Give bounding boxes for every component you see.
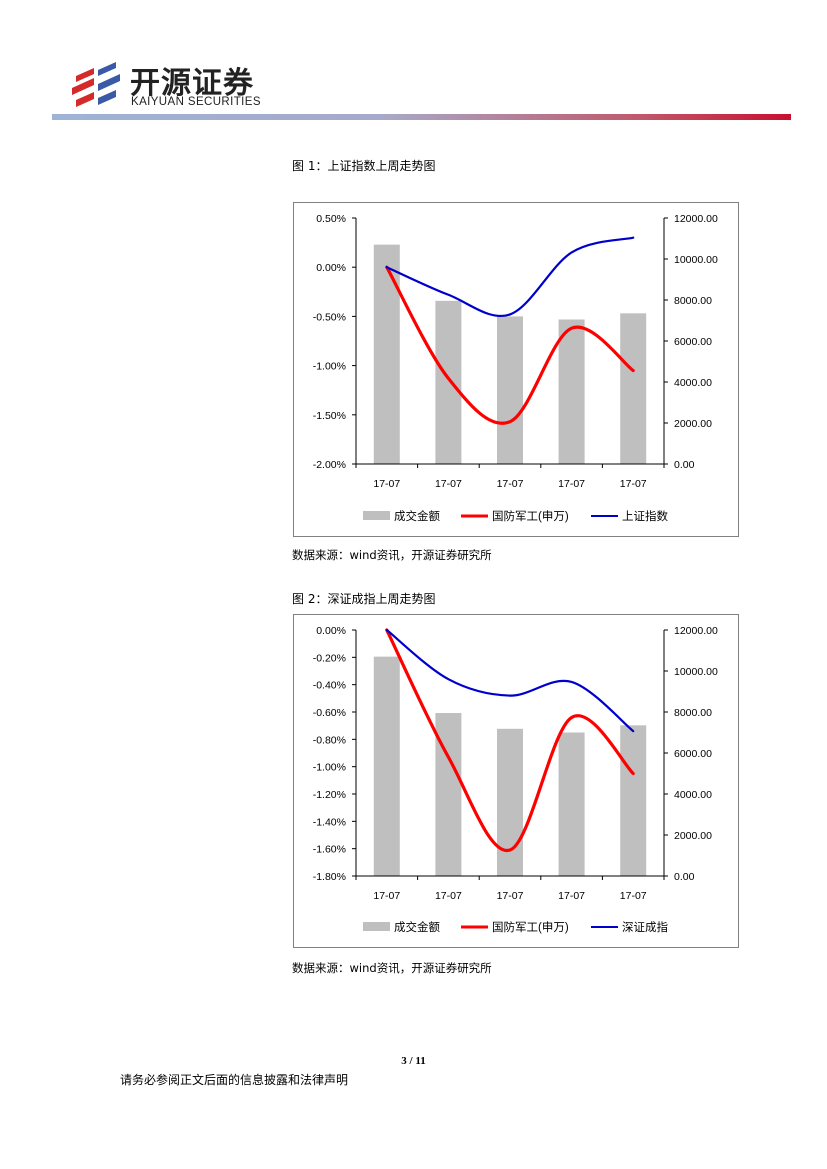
left-axis-tick-label: -1.00% xyxy=(313,361,346,373)
right-axis-tick-label: 12000.00 xyxy=(674,625,718,637)
volume-bar xyxy=(497,728,523,876)
x-axis-tick-label: 17-07 xyxy=(620,478,647,490)
right-axis-tick-label: 10000.00 xyxy=(674,254,718,266)
chart-shanghai-index: 0.50% 0.00% -0.50% -1.00% -1.50% -2.00% 12000.… xyxy=(293,202,739,537)
legend-label: 深证成指 xyxy=(622,920,668,934)
legend-label: 国防军工(申万) xyxy=(492,509,569,523)
x-axis-tick-label: 17-07 xyxy=(558,478,585,490)
left-axis-tick-label: 0.50% xyxy=(316,213,346,225)
volume-bar xyxy=(373,244,400,464)
right-axis-tick-label: 0.00 xyxy=(674,871,695,883)
left-axis-tick-label: -0.50% xyxy=(313,311,346,323)
left-axis-tick-label: -2.00% xyxy=(313,459,346,471)
legend-swatch xyxy=(363,922,390,931)
x-axis-tick-label: 17-07 xyxy=(373,890,400,902)
figure-2-title: 图 2：深证成指上周走势图 xyxy=(292,592,436,606)
volume-bar xyxy=(497,316,523,464)
right-axis-tick-label: 0.00 xyxy=(674,459,695,471)
x-axis-tick-label: 17-07 xyxy=(497,890,524,902)
left-axis-tick-label: -0.20% xyxy=(313,652,346,664)
series-line xyxy=(385,628,635,733)
x-axis-tick-label: 17-07 xyxy=(620,890,647,902)
left-axis-tick-label: -1.60% xyxy=(313,844,346,856)
page-number: 3 / 11 xyxy=(401,1055,426,1067)
logo-chinese-name: 开源证券 xyxy=(130,66,254,101)
right-axis-tick-label: 8000.00 xyxy=(674,707,712,719)
chart-shenzhen-component: 0.00% -0.20% -0.40% -0.60% -0.80% -1.00% -1.20… xyxy=(293,614,739,948)
volume-bar xyxy=(435,300,462,464)
left-axis-tick-label: -0.40% xyxy=(313,680,346,692)
volume-bar xyxy=(620,725,647,876)
logo-english-name: KAIYUAN SECURITIES xyxy=(131,96,261,108)
x-axis-tick-label: 17-07 xyxy=(497,478,524,490)
left-axis-tick-label: -0.60% xyxy=(313,707,346,719)
left-axis-tick-label: 0.00% xyxy=(316,262,346,274)
right-axis-tick-label: 6000.00 xyxy=(674,748,712,760)
legend-label: 上证指数 xyxy=(622,509,668,523)
x-axis-tick-label: 17-07 xyxy=(373,478,400,490)
right-axis-tick-label: 2000.00 xyxy=(674,830,712,842)
left-axis-tick-label: -0.80% xyxy=(313,734,346,746)
right-axis-tick-label: 10000.00 xyxy=(674,666,718,678)
figure-2-source: 数据来源：wind资讯，开源证券研究所 xyxy=(292,961,492,975)
left-axis-tick-label: 0.00% xyxy=(316,625,346,637)
right-axis-tick-label: 4000.00 xyxy=(674,377,712,389)
left-axis-tick-label: -1.40% xyxy=(313,816,346,828)
left-axis-tick-label: -1.80% xyxy=(313,871,346,883)
volume-bar xyxy=(558,319,585,464)
legend-label: 成交金额 xyxy=(394,509,440,523)
volume-bar xyxy=(373,656,400,876)
x-axis-tick-label: 17-07 xyxy=(558,890,585,902)
x-axis-tick-label: 17-07 xyxy=(435,890,462,902)
legend-swatch xyxy=(363,511,390,520)
right-axis-tick-label: 2000.00 xyxy=(674,418,712,430)
left-axis-tick-label: -1.20% xyxy=(313,789,346,801)
volume-bar xyxy=(620,313,647,464)
legend-label: 成交金额 xyxy=(394,920,440,934)
left-axis-tick-label: -1.00% xyxy=(313,762,346,774)
footer-disclaimer: 请务必参阅正文后面的信息披露和法律声明 xyxy=(120,1073,349,1087)
logo-mark-icon xyxy=(72,62,120,107)
figure-1-title: 图 1：上证指数上周走势图 xyxy=(292,159,436,173)
left-axis-tick-label: -1.50% xyxy=(313,410,346,422)
legend-label: 国防军工(申万) xyxy=(492,920,569,934)
right-axis-tick-label: 4000.00 xyxy=(674,789,712,801)
right-axis-tick-label: 6000.00 xyxy=(674,336,712,348)
series-line xyxy=(385,628,635,852)
volume-bar xyxy=(558,732,585,876)
company-logo: 开源证券 KAIYUAN SECURITIES xyxy=(68,58,268,112)
series-line xyxy=(385,236,635,317)
header-divider xyxy=(52,114,791,120)
right-axis-tick-label: 12000.00 xyxy=(674,213,718,225)
right-axis-tick-label: 8000.00 xyxy=(674,295,712,307)
series-line xyxy=(385,265,635,425)
figure-1-source: 数据来源：wind资讯，开源证券研究所 xyxy=(292,548,492,562)
x-axis-tick-label: 17-07 xyxy=(435,478,462,490)
